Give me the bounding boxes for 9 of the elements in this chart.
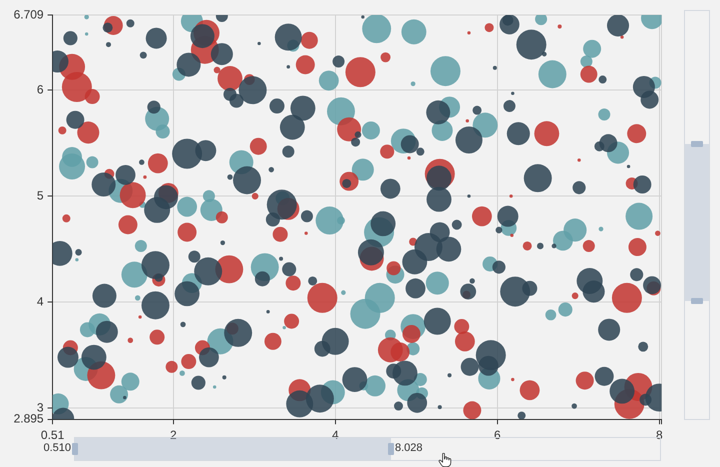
x-tick-label: 0.51 [40, 428, 65, 442]
y-tick-label: 6.709 [14, 7, 44, 22]
y-tick-label: 3 [36, 400, 44, 414]
y-tick-label: 4 [36, 294, 44, 308]
text: 0.510 [43, 442, 71, 455]
y-tick-label: 6 [36, 82, 44, 96]
text: 8.028 [395, 442, 423, 455]
y-tick-label: 2.895 [14, 412, 44, 426]
y-tick-label: 5 [36, 188, 44, 202]
